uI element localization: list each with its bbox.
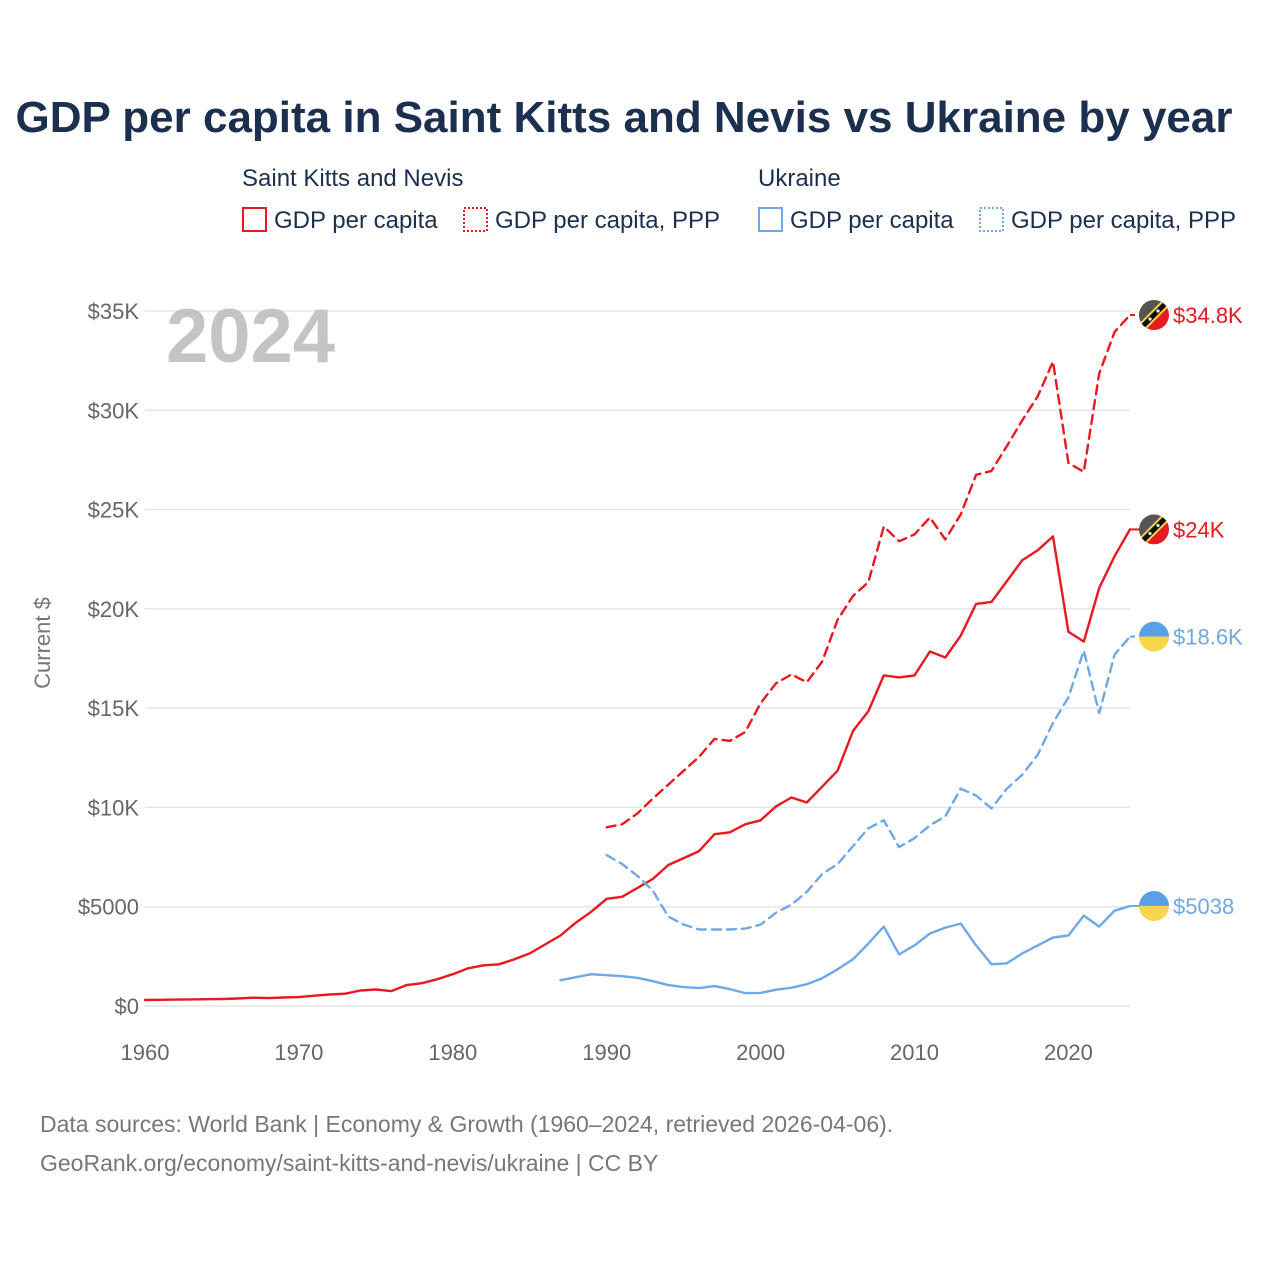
y-tick-label: $15K bbox=[88, 696, 140, 721]
x-tick-label: 1990 bbox=[582, 1040, 631, 1065]
series-lines bbox=[143, 313, 1132, 1002]
series-endpoints: $24K $34.8K $5038 $18.6K bbox=[1130, 299, 1243, 921]
legend-group-ukraine: Ukraine bbox=[758, 165, 841, 192]
y-axis-ticks: $0 $5000 $10K $15K $20K $25K $30K $35K bbox=[78, 299, 140, 1019]
legend: Saint Kitts and Nevis GDP per capita GDP… bbox=[242, 165, 1236, 234]
y-tick-label: $35K bbox=[88, 299, 140, 324]
x-tick-label: 2000 bbox=[736, 1040, 785, 1065]
ukraine-flag-icon bbox=[1139, 621, 1169, 652]
grid-lines bbox=[145, 310, 1130, 1007]
source-line-2: GeoRank.org/economy/saint-kitts-and-nevi… bbox=[40, 1150, 658, 1176]
legend-label-skn-gdp: GDP per capita bbox=[274, 207, 438, 234]
chart-title: GDP per capita in Saint Kitts and Nevis … bbox=[16, 93, 1233, 142]
ukraine-flag-icon bbox=[1139, 890, 1169, 921]
series-line-1 bbox=[605, 313, 1132, 829]
legend-label-ua-gdp: GDP per capita bbox=[790, 207, 954, 234]
y-tick-label: $10K bbox=[88, 795, 140, 820]
legend-group-saint-kitts: Saint Kitts and Nevis bbox=[242, 165, 463, 192]
year-watermark: 2024 bbox=[166, 294, 335, 379]
y-tick-label: $5000 bbox=[78, 895, 139, 920]
legend-label-ua-ppp: GDP per capita, PPP bbox=[1011, 207, 1236, 234]
x-axis-ticks: 1960 1970 1980 1990 2000 2010 2020 bbox=[121, 1040, 1093, 1065]
series-end-label: $34.8K bbox=[1173, 303, 1243, 328]
legend-swatch-ua-gdp bbox=[758, 207, 783, 232]
y-tick-label: $25K bbox=[88, 498, 140, 523]
y-tick-label: $0 bbox=[115, 994, 139, 1019]
legend-swatch-skn-gdp bbox=[242, 207, 267, 232]
saint-kitts-flag-icon bbox=[1139, 514, 1169, 545]
y-axis-label: Current $ bbox=[30, 597, 55, 689]
x-tick-label: 1970 bbox=[274, 1040, 323, 1065]
series-end-label: $18.6K bbox=[1173, 625, 1243, 650]
series-end-label: $5038 bbox=[1173, 894, 1234, 919]
series-end-label: $24K bbox=[1173, 517, 1225, 542]
series-line-2 bbox=[559, 904, 1132, 995]
series-line-0 bbox=[143, 528, 1132, 1002]
legend-label-skn-ppp: GDP per capita, PPP bbox=[495, 207, 720, 234]
x-tick-label: 2020 bbox=[1044, 1040, 1093, 1065]
saint-kitts-flag-icon bbox=[1139, 299, 1169, 330]
series-line-3 bbox=[605, 635, 1132, 931]
y-tick-label: $20K bbox=[88, 597, 140, 622]
source-line-1: Data sources: World Bank | Economy & Gro… bbox=[40, 1111, 893, 1137]
y-tick-label: $30K bbox=[88, 398, 140, 423]
x-tick-label: 2010 bbox=[890, 1040, 939, 1065]
x-tick-label: 1960 bbox=[121, 1040, 170, 1065]
x-tick-label: 1980 bbox=[428, 1040, 477, 1065]
legend-swatch-skn-ppp bbox=[463, 207, 488, 232]
legend-swatch-ua-ppp bbox=[979, 207, 1004, 232]
